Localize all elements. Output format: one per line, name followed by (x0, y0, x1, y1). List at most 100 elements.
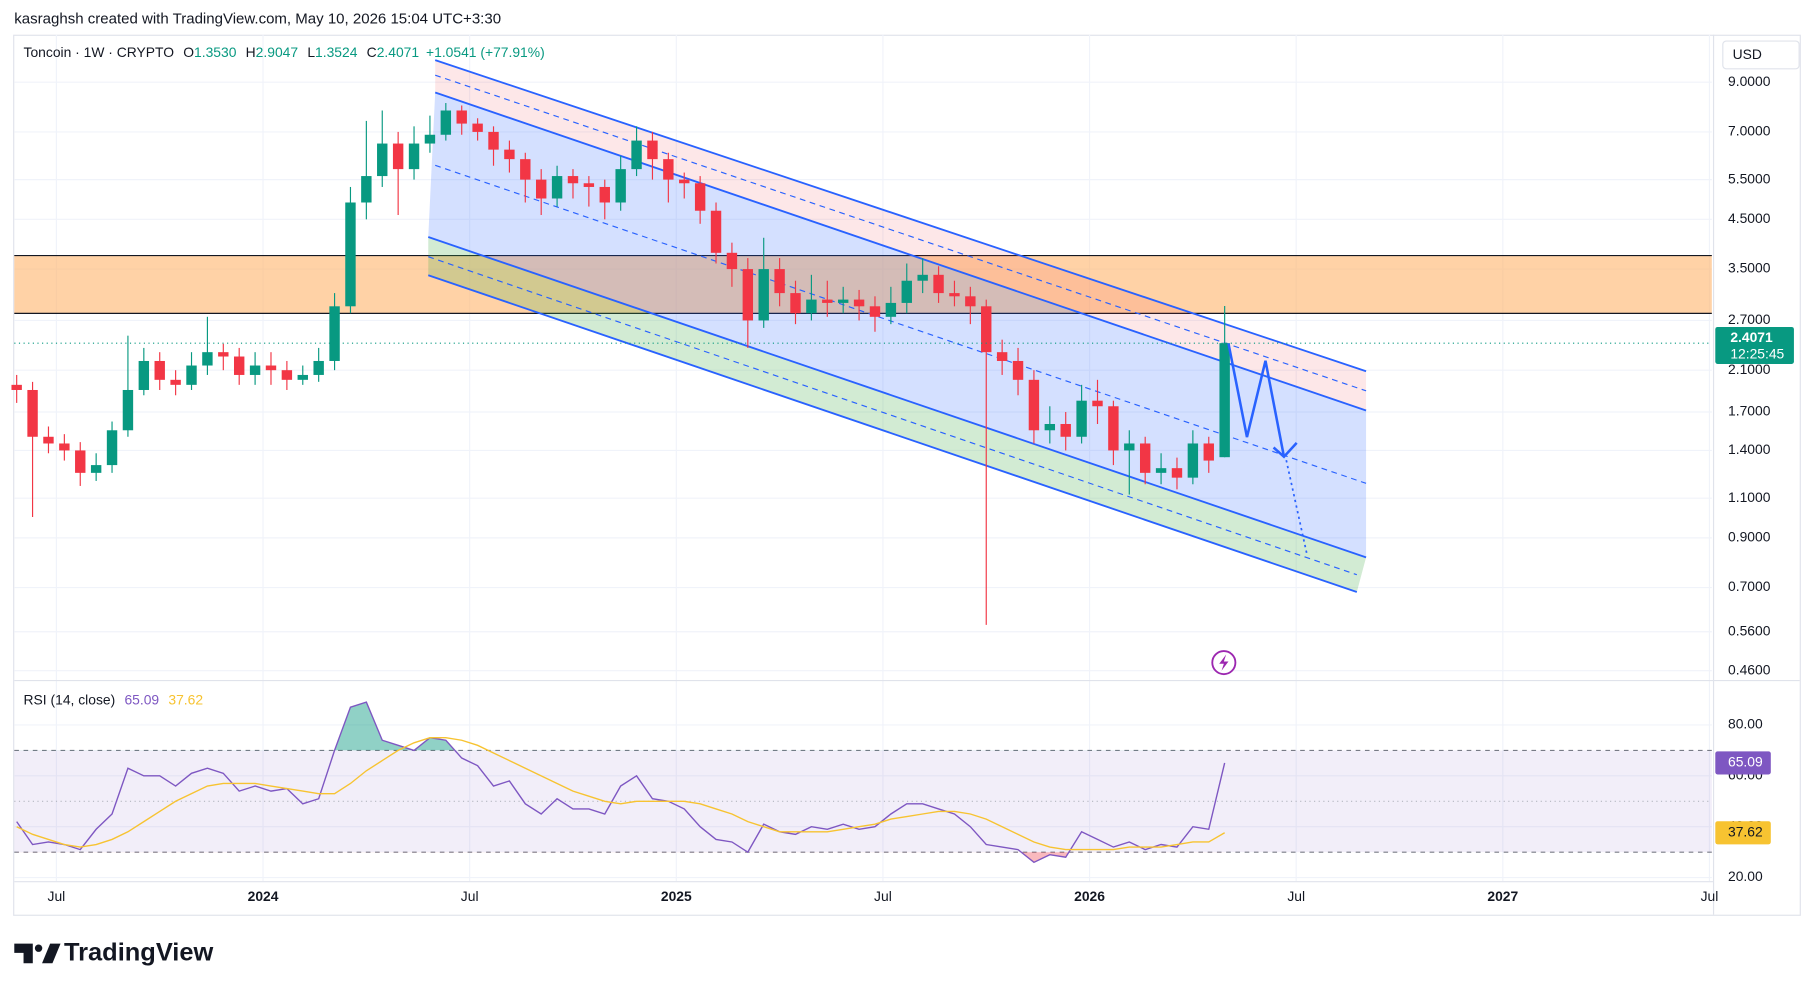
axis-layer: Jul 2024 Jul 2025 Jul 2026 Jul 2027 Jul 9.0000 7.0… (48, 73, 1794, 904)
candle-body (233, 356, 245, 375)
ohlc-key: O (183, 44, 194, 60)
candle-body (647, 140, 658, 160)
channel-line (434, 91, 1367, 412)
candle-body (218, 352, 229, 357)
candle-body (583, 183, 595, 187)
rsi-value-label: 65.09 (1728, 754, 1763, 770)
rsi-line (16, 737, 1226, 851)
ohlc-key: H (246, 44, 256, 60)
candle-body (742, 269, 754, 321)
ohlc-key: C (367, 44, 377, 60)
candle-body (90, 465, 102, 473)
projection-drawing (1227, 343, 1308, 556)
symbol-name: Toncoin · 1W · CRYPTO (24, 44, 175, 60)
rsi-title: RSI (14, close) (24, 691, 116, 707)
ohlc-value: 1.3524 (315, 44, 358, 60)
x-tick-label: Jul (1701, 888, 1719, 904)
ohlc-value: 2.9047 (256, 44, 299, 60)
y-tick-label: 5.5000 (1728, 170, 1771, 186)
brand-name[interactable]: TradingView (64, 939, 214, 967)
logo-glyph[interactable] (14, 943, 33, 964)
channel-upper-fill (435, 60, 1367, 411)
candle-body (520, 159, 531, 180)
ohlc-value: 2.4071 (377, 44, 420, 60)
rsi-last-value: 65.09 (124, 691, 159, 707)
candle-body (186, 365, 197, 385)
candle-body (59, 443, 70, 451)
currency-button[interactable]: USD (1722, 40, 1800, 70)
candle-body (297, 374, 308, 380)
candle-body (1155, 468, 1167, 473)
candle-body (965, 296, 976, 307)
candle-body (1060, 423, 1071, 437)
candle-body (456, 110, 467, 124)
candle-body (726, 252, 738, 270)
candle-body (790, 293, 801, 314)
candle-body (1124, 443, 1135, 451)
candle-body (408, 143, 420, 170)
candle-body (440, 110, 452, 135)
y-tick-label: 0.5600 (1728, 622, 1771, 638)
channel-dashed-line (435, 74, 1367, 392)
candle-body (981, 306, 992, 353)
candle-body (917, 274, 928, 281)
event-icon[interactable] (1211, 650, 1237, 676)
candle-body (1028, 379, 1040, 431)
y-tick-label: 20.00 (1728, 868, 1763, 884)
y-tick-label: 1.4000 (1728, 441, 1771, 457)
last-price-label: 2.4071 (1730, 329, 1773, 345)
currency-box[interactable] (1722, 40, 1800, 70)
candle-body (933, 274, 944, 294)
logo-glyph[interactable] (42, 943, 61, 964)
candle-body (806, 299, 817, 314)
y-tick-label: 2.1000 (1728, 361, 1771, 377)
candle-body (43, 436, 54, 444)
logo-glyph[interactable] (34, 944, 43, 952)
candle-body (361, 176, 372, 203)
candle-body (949, 293, 960, 297)
y-tick-label: 1.7000 (1728, 403, 1771, 419)
y-tick-label: 4.5000 (1728, 210, 1771, 226)
candle-body (853, 299, 865, 307)
candle-body (631, 140, 642, 170)
event-icon-bolt[interactable] (1219, 654, 1229, 671)
projection-dotted (1285, 460, 1308, 556)
y-tick-label: 80.00 (1728, 716, 1763, 732)
candle-body (377, 143, 388, 177)
candle-body (11, 384, 22, 390)
x-tick-label: Jul (461, 888, 479, 904)
y-tick-label: 1.1000 (1728, 489, 1771, 505)
projection-arrowhead (1272, 442, 1298, 459)
rsi-header: RSI (14, close) 65.09 37.62 (24, 691, 204, 707)
candle-body (1044, 423, 1056, 431)
rsi-last-value: 37.62 (168, 691, 203, 707)
channel-line (427, 236, 1367, 559)
y-tick-label: 0.9000 (1728, 529, 1771, 545)
rsi-line (16, 701, 1226, 864)
candle-body (822, 299, 833, 303)
channel-line (427, 274, 1358, 593)
candle-body (75, 450, 86, 473)
y-tick-label: 2.7000 (1728, 311, 1771, 327)
channel-line (434, 59, 1367, 373)
x-tick-label: Jul (1287, 888, 1305, 904)
channel-lower-fill (428, 237, 1367, 593)
candle-layer (11, 103, 1712, 625)
countdown-label: 12:25:45 (1730, 345, 1784, 361)
candle-body (1108, 406, 1119, 451)
candle-body (599, 186, 610, 203)
candle-body (27, 389, 38, 437)
candle-body (567, 176, 579, 184)
last-price-box (1715, 326, 1794, 364)
candle-body (472, 123, 483, 132)
tradingview-logo[interactable]: TradingView (14, 939, 214, 967)
candle-body (869, 306, 881, 317)
candle-body (249, 365, 261, 375)
currency-label[interactable]: USD (1733, 46, 1762, 62)
candle-body (488, 131, 499, 150)
candle-body (313, 360, 324, 375)
price-change: +1.0541 (+77.91%) (426, 44, 545, 60)
projection-path (1227, 343, 1286, 458)
